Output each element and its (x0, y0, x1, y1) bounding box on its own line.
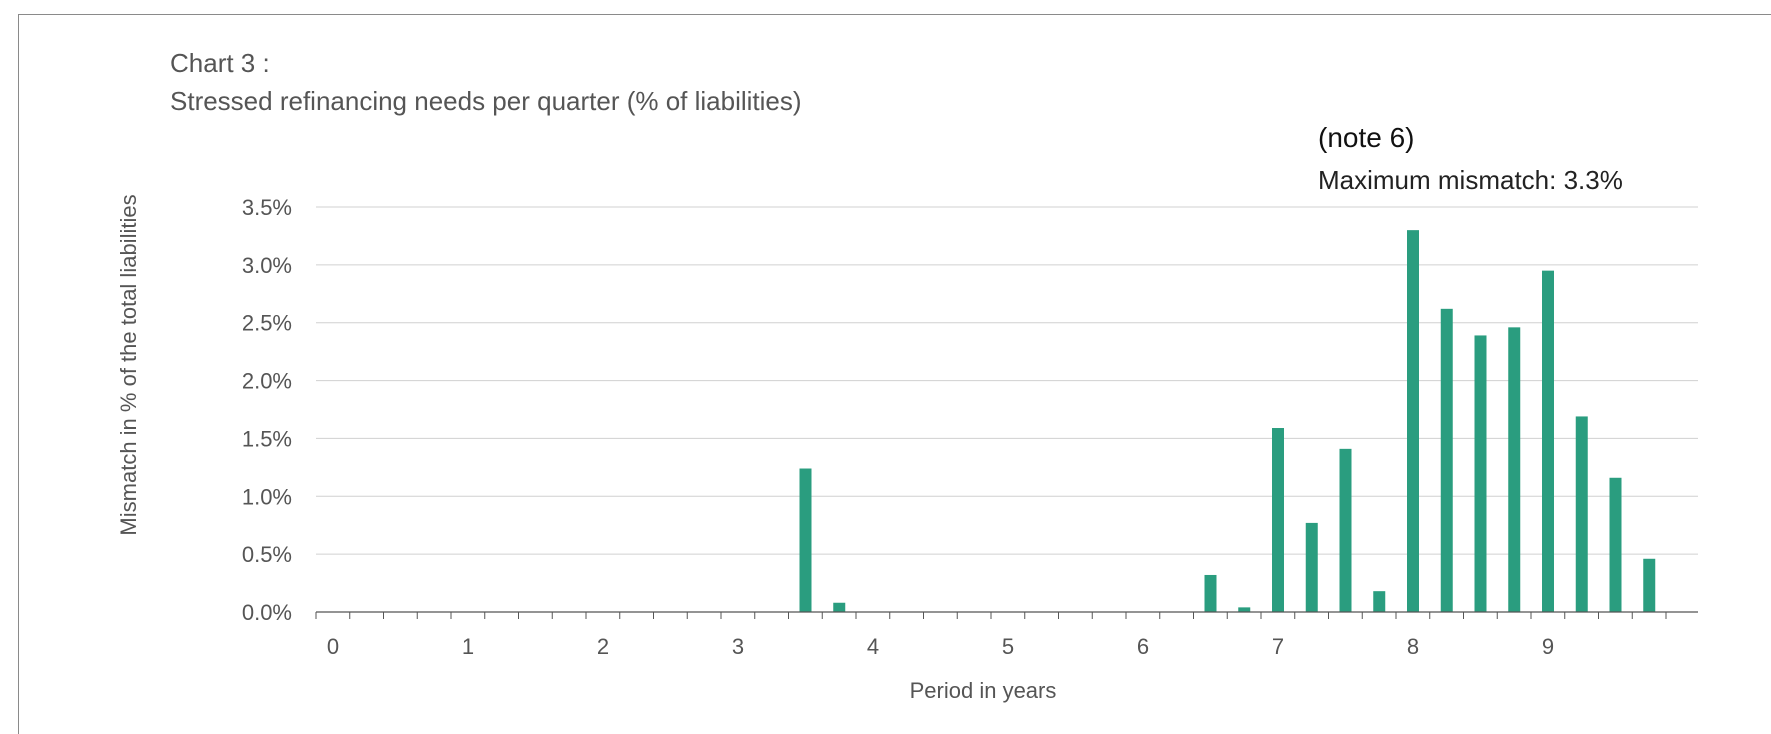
x-tick-label: 8 (1407, 634, 1419, 659)
bar (1609, 477, 1622, 612)
x-tick-label: 3 (732, 634, 744, 659)
y-tick-label: 3.0% (242, 253, 292, 278)
y-tick-label: 1.0% (242, 484, 292, 509)
x-tick-label: 6 (1137, 634, 1149, 659)
x-axis: 0 1 2 3 4 5 6 7 8 9 (315, 611, 1698, 659)
bar (1238, 607, 1251, 612)
annotation-title: (note 6) (1318, 122, 1415, 153)
chart-title-line1: Chart 3 : (170, 48, 270, 78)
bar (1339, 448, 1352, 612)
chart-title-line2: Stressed refinancing needs per quarter (… (170, 86, 802, 116)
y-tick-label: 2.5% (242, 311, 292, 336)
bar (1272, 428, 1284, 612)
bar (1474, 335, 1487, 612)
y-tick-label: 2.0% (242, 369, 292, 394)
x-axis-label: Period in years (910, 678, 1057, 703)
y-axis-label: Mismatch in % of the total liabilities (116, 194, 141, 535)
gridlines (316, 206, 1698, 555)
x-tick-label: 9 (1542, 634, 1554, 659)
annotation-text: Maximum mismatch: 3.3% (1318, 165, 1623, 195)
bar (1542, 270, 1554, 612)
y-tick-label: 0.0% (242, 600, 292, 625)
bar (1373, 591, 1386, 612)
bar (833, 602, 846, 612)
x-tick-label: 2 (597, 634, 609, 659)
bar (1643, 558, 1656, 612)
x-tick-label: 7 (1272, 634, 1284, 659)
x-tick-label: 4 (867, 634, 879, 659)
x-tick-label: 1 (462, 634, 474, 659)
bar (1575, 416, 1588, 612)
y-tick-label: 1.5% (242, 426, 292, 451)
bar (1440, 308, 1453, 612)
x-tick-label: 5 (1002, 634, 1014, 659)
y-tick-label: 3.5% (242, 195, 292, 220)
y-axis-ticks: 0.0% 0.5% 1.0% 1.5% 2.0% 2.5% 3.0% 3.5% (242, 195, 292, 625)
bar (1407, 230, 1419, 612)
y-tick-label: 0.5% (242, 542, 292, 567)
bar (1305, 522, 1318, 612)
bar (1508, 327, 1521, 612)
chart-frame (18, 14, 1771, 734)
bar (1204, 574, 1217, 612)
bar (799, 468, 812, 612)
x-tick-label: 0 (327, 634, 339, 659)
bars (799, 230, 1656, 612)
